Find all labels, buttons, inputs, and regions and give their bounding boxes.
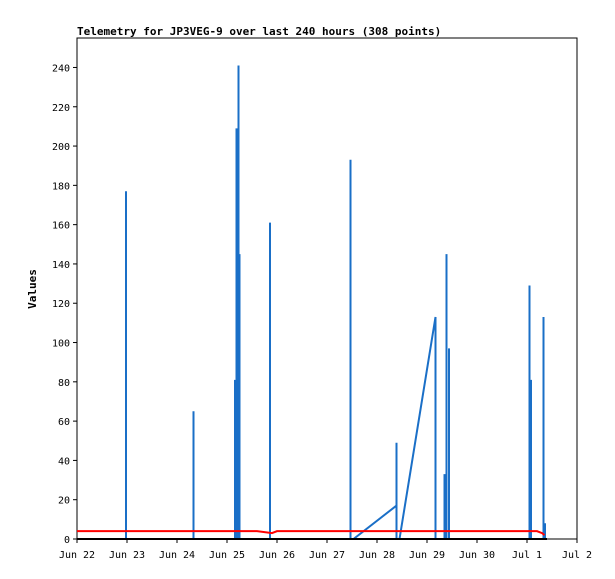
y-tick-label: 180: [52, 181, 70, 192]
x-tick-label: Jun 22: [59, 550, 95, 561]
y-tick-label: 20: [58, 496, 70, 507]
y-tick-label: 160: [52, 221, 70, 232]
y-tick-label: 40: [58, 456, 70, 467]
y-tick-label: 140: [52, 260, 70, 271]
x-tick-label: Jun 27: [309, 550, 345, 561]
y-tick-label: 200: [52, 142, 70, 153]
plot-area: [76, 37, 578, 540]
series-line-1: [77, 530, 546, 536]
y-tick-label: 80: [58, 378, 70, 389]
x-tick-label: Jun 24: [159, 550, 195, 561]
x-tick-label: Jun 29: [409, 550, 445, 561]
y-axis-label: Values: [26, 269, 39, 309]
x-tick-label: Jun 25: [209, 550, 245, 561]
y-tick-label: 240: [52, 63, 70, 74]
y-tick-label: 100: [52, 339, 70, 350]
y-tick-label: 60: [58, 417, 70, 428]
x-tick-label: Jun 23: [109, 550, 145, 561]
y-tick-label: 120: [52, 299, 70, 310]
series-layer: [77, 65, 547, 540]
x-tick-label: Jun 30: [459, 550, 495, 561]
x-tick-label: Jun 28: [359, 550, 395, 561]
chart-title: Telemetry for JP3VEG-9 over last 240 hou…: [77, 25, 441, 38]
x-tick-label: Jul 2: [562, 550, 592, 561]
x-tick-label: Jul 1: [512, 550, 542, 561]
x-tick-label: Jun 26: [259, 550, 295, 561]
y-tick-label: 0: [64, 535, 70, 546]
y-tick-label: 220: [52, 103, 70, 114]
axis-layer: 0 20 40 60 80 100 120 140 160 180 200 220 240 Jun 22 J…: [52, 63, 592, 561]
